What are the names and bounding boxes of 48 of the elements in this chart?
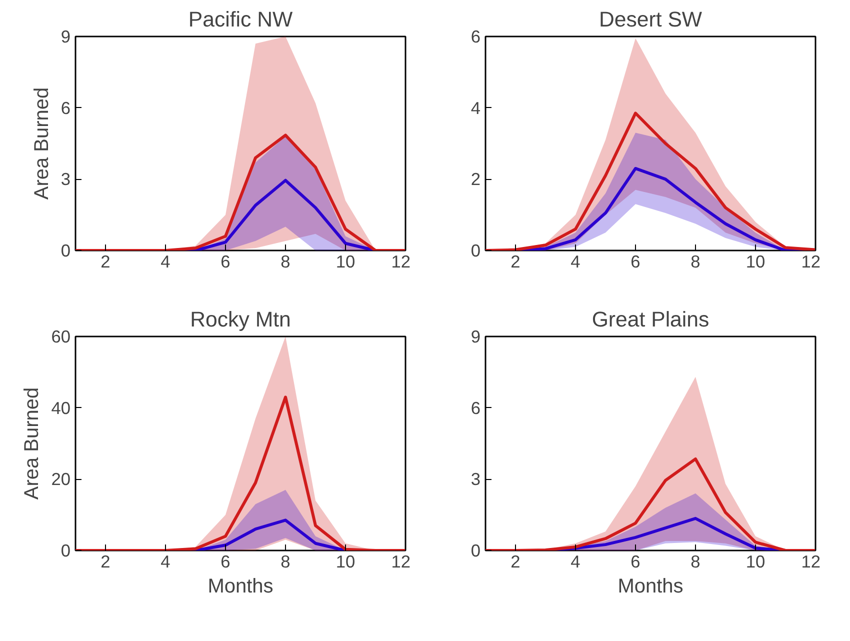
y-axis-title: Area Burned xyxy=(30,87,53,200)
x-axis-title: Months xyxy=(618,576,684,598)
y-tick-label: 3 xyxy=(470,469,481,490)
y-tick-label: 9 xyxy=(470,326,481,346)
x-tick-label: 10 xyxy=(746,552,766,572)
x-tick-label: 6 xyxy=(630,552,640,572)
x-tick-label: 4 xyxy=(570,552,581,572)
chart-title: Rocky Mtn xyxy=(190,308,291,332)
x-tick-label: 6 xyxy=(220,552,230,572)
x-tick-label: 12 xyxy=(391,252,411,272)
x-tick-label: 2 xyxy=(510,252,520,272)
y-tick-label: 6 xyxy=(470,26,481,46)
x-tick-label: 8 xyxy=(280,552,290,572)
y-tick-label: 0 xyxy=(470,240,481,260)
x-tick-label: 2 xyxy=(510,552,520,572)
y-tick-label: 0 xyxy=(60,240,71,260)
y-tick-label: 3 xyxy=(60,169,71,190)
x-tick-label: 12 xyxy=(391,552,411,572)
x-tick-label: 10 xyxy=(746,252,766,272)
chart-title: Desert SW xyxy=(598,8,703,32)
x-tick-label: 12 xyxy=(801,252,821,272)
x-tick-label: 4 xyxy=(160,552,171,572)
x-axis-title: Months xyxy=(208,576,274,598)
x-tick-label: 10 xyxy=(336,552,356,572)
x-tick-label: 8 xyxy=(280,252,290,272)
y-tick-label: 40 xyxy=(51,398,71,418)
x-tick-label: 2 xyxy=(100,252,110,272)
y-tick-label: 6 xyxy=(470,398,481,418)
x-tick-label: 2 xyxy=(100,552,110,572)
y-tick-label: 6 xyxy=(60,98,71,118)
x-tick-label: 10 xyxy=(336,252,356,272)
x-tick-label: 6 xyxy=(630,252,640,272)
x-tick-label: 12 xyxy=(801,552,821,572)
x-tick-label: 4 xyxy=(570,252,581,272)
x-tick-label: 6 xyxy=(220,252,230,272)
y-tick-label: 60 xyxy=(51,326,71,346)
x-tick-label: 4 xyxy=(160,252,171,272)
x-tick-label: 8 xyxy=(690,552,700,572)
y-tick-label: 0 xyxy=(470,540,481,560)
y-axis-title: Area Burned xyxy=(21,387,44,500)
x-tick-label: 8 xyxy=(690,252,700,272)
y-tick-label: 0 xyxy=(60,540,71,560)
y-tick-label: 9 xyxy=(60,26,71,46)
y-tick-label: 4 xyxy=(470,98,481,118)
chart-title: Pacific NW xyxy=(188,8,294,32)
y-tick-label: 2 xyxy=(470,169,481,190)
chart-title: Great Plains xyxy=(592,308,710,332)
y-tick-label: 20 xyxy=(51,469,71,490)
